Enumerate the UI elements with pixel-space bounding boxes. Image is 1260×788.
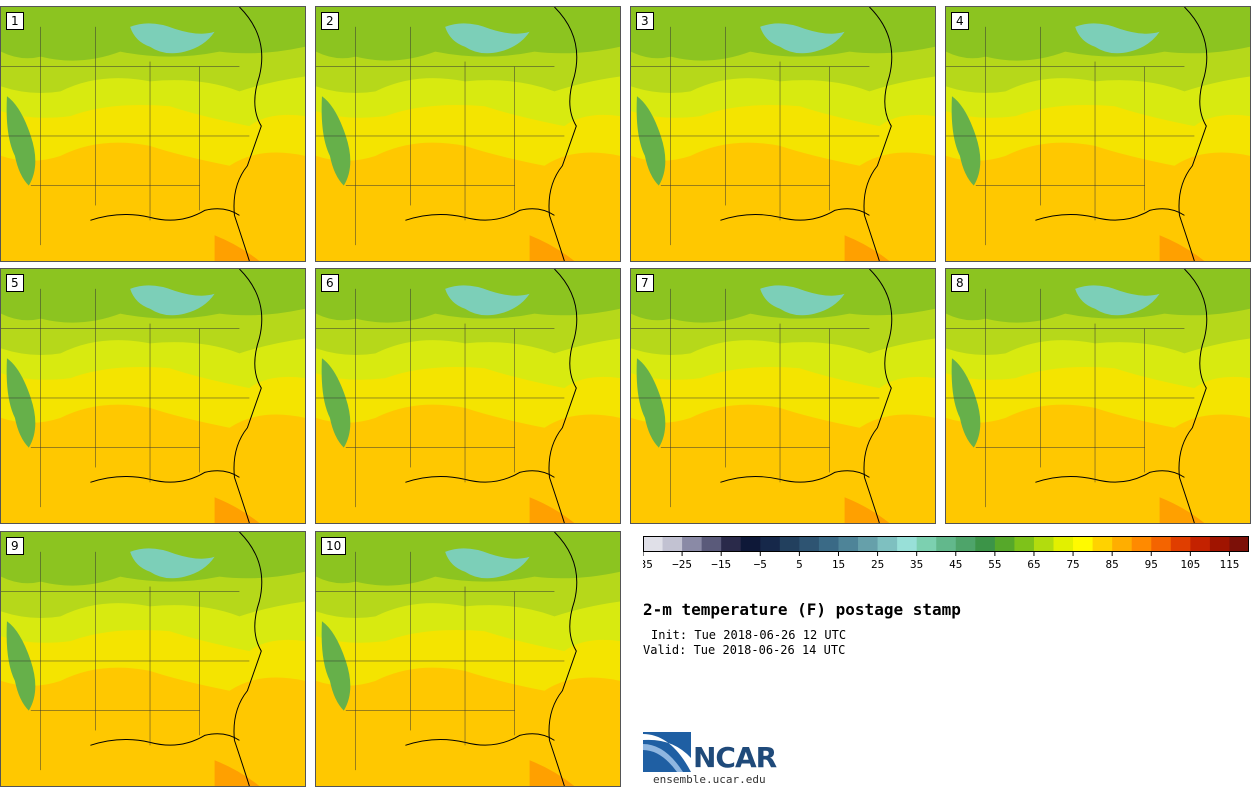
colorbar-swatch bbox=[740, 536, 761, 552]
ncar-logo-icon bbox=[643, 732, 691, 772]
colorbar-tick-label: 115 bbox=[1220, 558, 1240, 571]
colorbar-swatch bbox=[1131, 536, 1152, 552]
ncar-logo-text: NCAR bbox=[693, 741, 777, 774]
colorbar-swatch bbox=[1190, 536, 1211, 552]
colorbar-tick-label: −5 bbox=[754, 558, 767, 571]
temperature-map bbox=[316, 7, 620, 261]
colorbar-swatch bbox=[1053, 536, 1074, 552]
map-panel: 7 bbox=[630, 268, 936, 524]
member-label: 9 bbox=[6, 537, 24, 555]
colorbar-swatch bbox=[916, 536, 937, 552]
colorbar-swatch bbox=[1229, 536, 1249, 552]
colorbar-tick-label: −15 bbox=[711, 558, 731, 571]
colorbar-swatch bbox=[1014, 536, 1035, 552]
colorbar-swatch bbox=[1170, 536, 1191, 552]
temperature-colorbar: −35 −25 −15 −5 5 15 25 35 45 55 65 75 85 95 105 115 bbox=[643, 536, 1249, 571]
temperature-map bbox=[946, 269, 1250, 523]
colorbar-tick-label: 85 bbox=[1106, 558, 1119, 571]
colorbar-swatch bbox=[1073, 536, 1094, 552]
map-panel: 3 bbox=[630, 6, 936, 262]
colorbar-tick-label: 55 bbox=[988, 558, 1001, 571]
colorbar-tick-label: −35 bbox=[643, 558, 653, 571]
colorbar-tick-label: 25 bbox=[871, 558, 884, 571]
colorbar-swatch bbox=[818, 536, 839, 552]
temperature-map bbox=[1, 7, 305, 261]
colorbar-tick-label: 65 bbox=[1027, 558, 1040, 571]
colorbar-swatch bbox=[1033, 536, 1055, 552]
colorbar-swatch bbox=[955, 536, 976, 552]
colorbar-swatch bbox=[643, 536, 664, 552]
colorbar-swatch bbox=[994, 536, 1015, 552]
colorbar-tick-label: −25 bbox=[672, 558, 692, 571]
temperature-map bbox=[316, 269, 620, 523]
valid-time: Valid: Tue 2018-06-26 14 UTC bbox=[643, 643, 846, 657]
map-panel: 6 bbox=[315, 268, 621, 524]
member-label: 8 bbox=[951, 274, 969, 292]
colorbar-swatch bbox=[662, 536, 683, 552]
colorbar-swatch bbox=[936, 536, 957, 552]
temperature-map bbox=[631, 7, 935, 261]
site-url: ensemble.ucar.edu bbox=[653, 773, 766, 786]
map-panel: 9 bbox=[0, 531, 306, 787]
colorbar-swatch bbox=[1092, 536, 1113, 552]
colorbar-swatch bbox=[838, 536, 859, 552]
member-label: 4 bbox=[951, 12, 969, 30]
colorbar-swatch bbox=[701, 536, 722, 552]
colorbar-swatch bbox=[1209, 536, 1230, 552]
colorbar-swatch bbox=[975, 536, 996, 552]
map-panel: 8 bbox=[945, 268, 1251, 524]
member-label: 6 bbox=[321, 274, 339, 292]
map-panel: 4 bbox=[945, 6, 1251, 262]
colorbar-swatch bbox=[877, 536, 898, 552]
colorbar-tick-label: 45 bbox=[949, 558, 962, 571]
colorbar-swatch bbox=[1151, 536, 1172, 552]
colorbar-swatch bbox=[799, 536, 820, 552]
colorbar-swatch bbox=[682, 536, 703, 552]
init-time: Init: Tue 2018-06-26 12 UTC bbox=[651, 628, 847, 642]
colorbar-tick-label: 95 bbox=[1145, 558, 1158, 571]
colorbar-tick-label: 15 bbox=[832, 558, 845, 571]
colorbar-outline bbox=[643, 536, 1249, 552]
temperature-map bbox=[631, 269, 935, 523]
colorbar-swatch bbox=[858, 536, 879, 552]
colorbar-swatch bbox=[721, 536, 742, 552]
temperature-map bbox=[1, 532, 305, 786]
member-label: 7 bbox=[636, 274, 654, 292]
temperature-map bbox=[316, 532, 620, 786]
member-label: 5 bbox=[6, 274, 24, 292]
member-label: 10 bbox=[321, 537, 347, 555]
colorbar-tick-label: 105 bbox=[1180, 558, 1200, 571]
map-panel: 1 bbox=[0, 6, 306, 262]
colorbar-swatch bbox=[779, 536, 800, 552]
member-label: 2 bbox=[321, 12, 339, 30]
temperature-map bbox=[1, 269, 305, 523]
map-panel: 2 bbox=[315, 6, 621, 262]
chart-title: 2-m temperature (F) postage stamp bbox=[643, 600, 961, 619]
map-panel: 10 bbox=[315, 531, 621, 787]
map-panel: 5 bbox=[0, 268, 306, 524]
colorbar-tick-label: 35 bbox=[910, 558, 923, 571]
colorbar-tick-label: 5 bbox=[796, 558, 803, 571]
colorbar-swatch bbox=[760, 536, 781, 552]
colorbar-tick-label: 75 bbox=[1066, 558, 1079, 571]
member-label: 3 bbox=[636, 12, 654, 30]
colorbar-swatch bbox=[897, 536, 918, 552]
colorbar-swatch bbox=[1112, 536, 1133, 552]
temperature-map bbox=[946, 7, 1250, 261]
member-label: 1 bbox=[6, 12, 24, 30]
